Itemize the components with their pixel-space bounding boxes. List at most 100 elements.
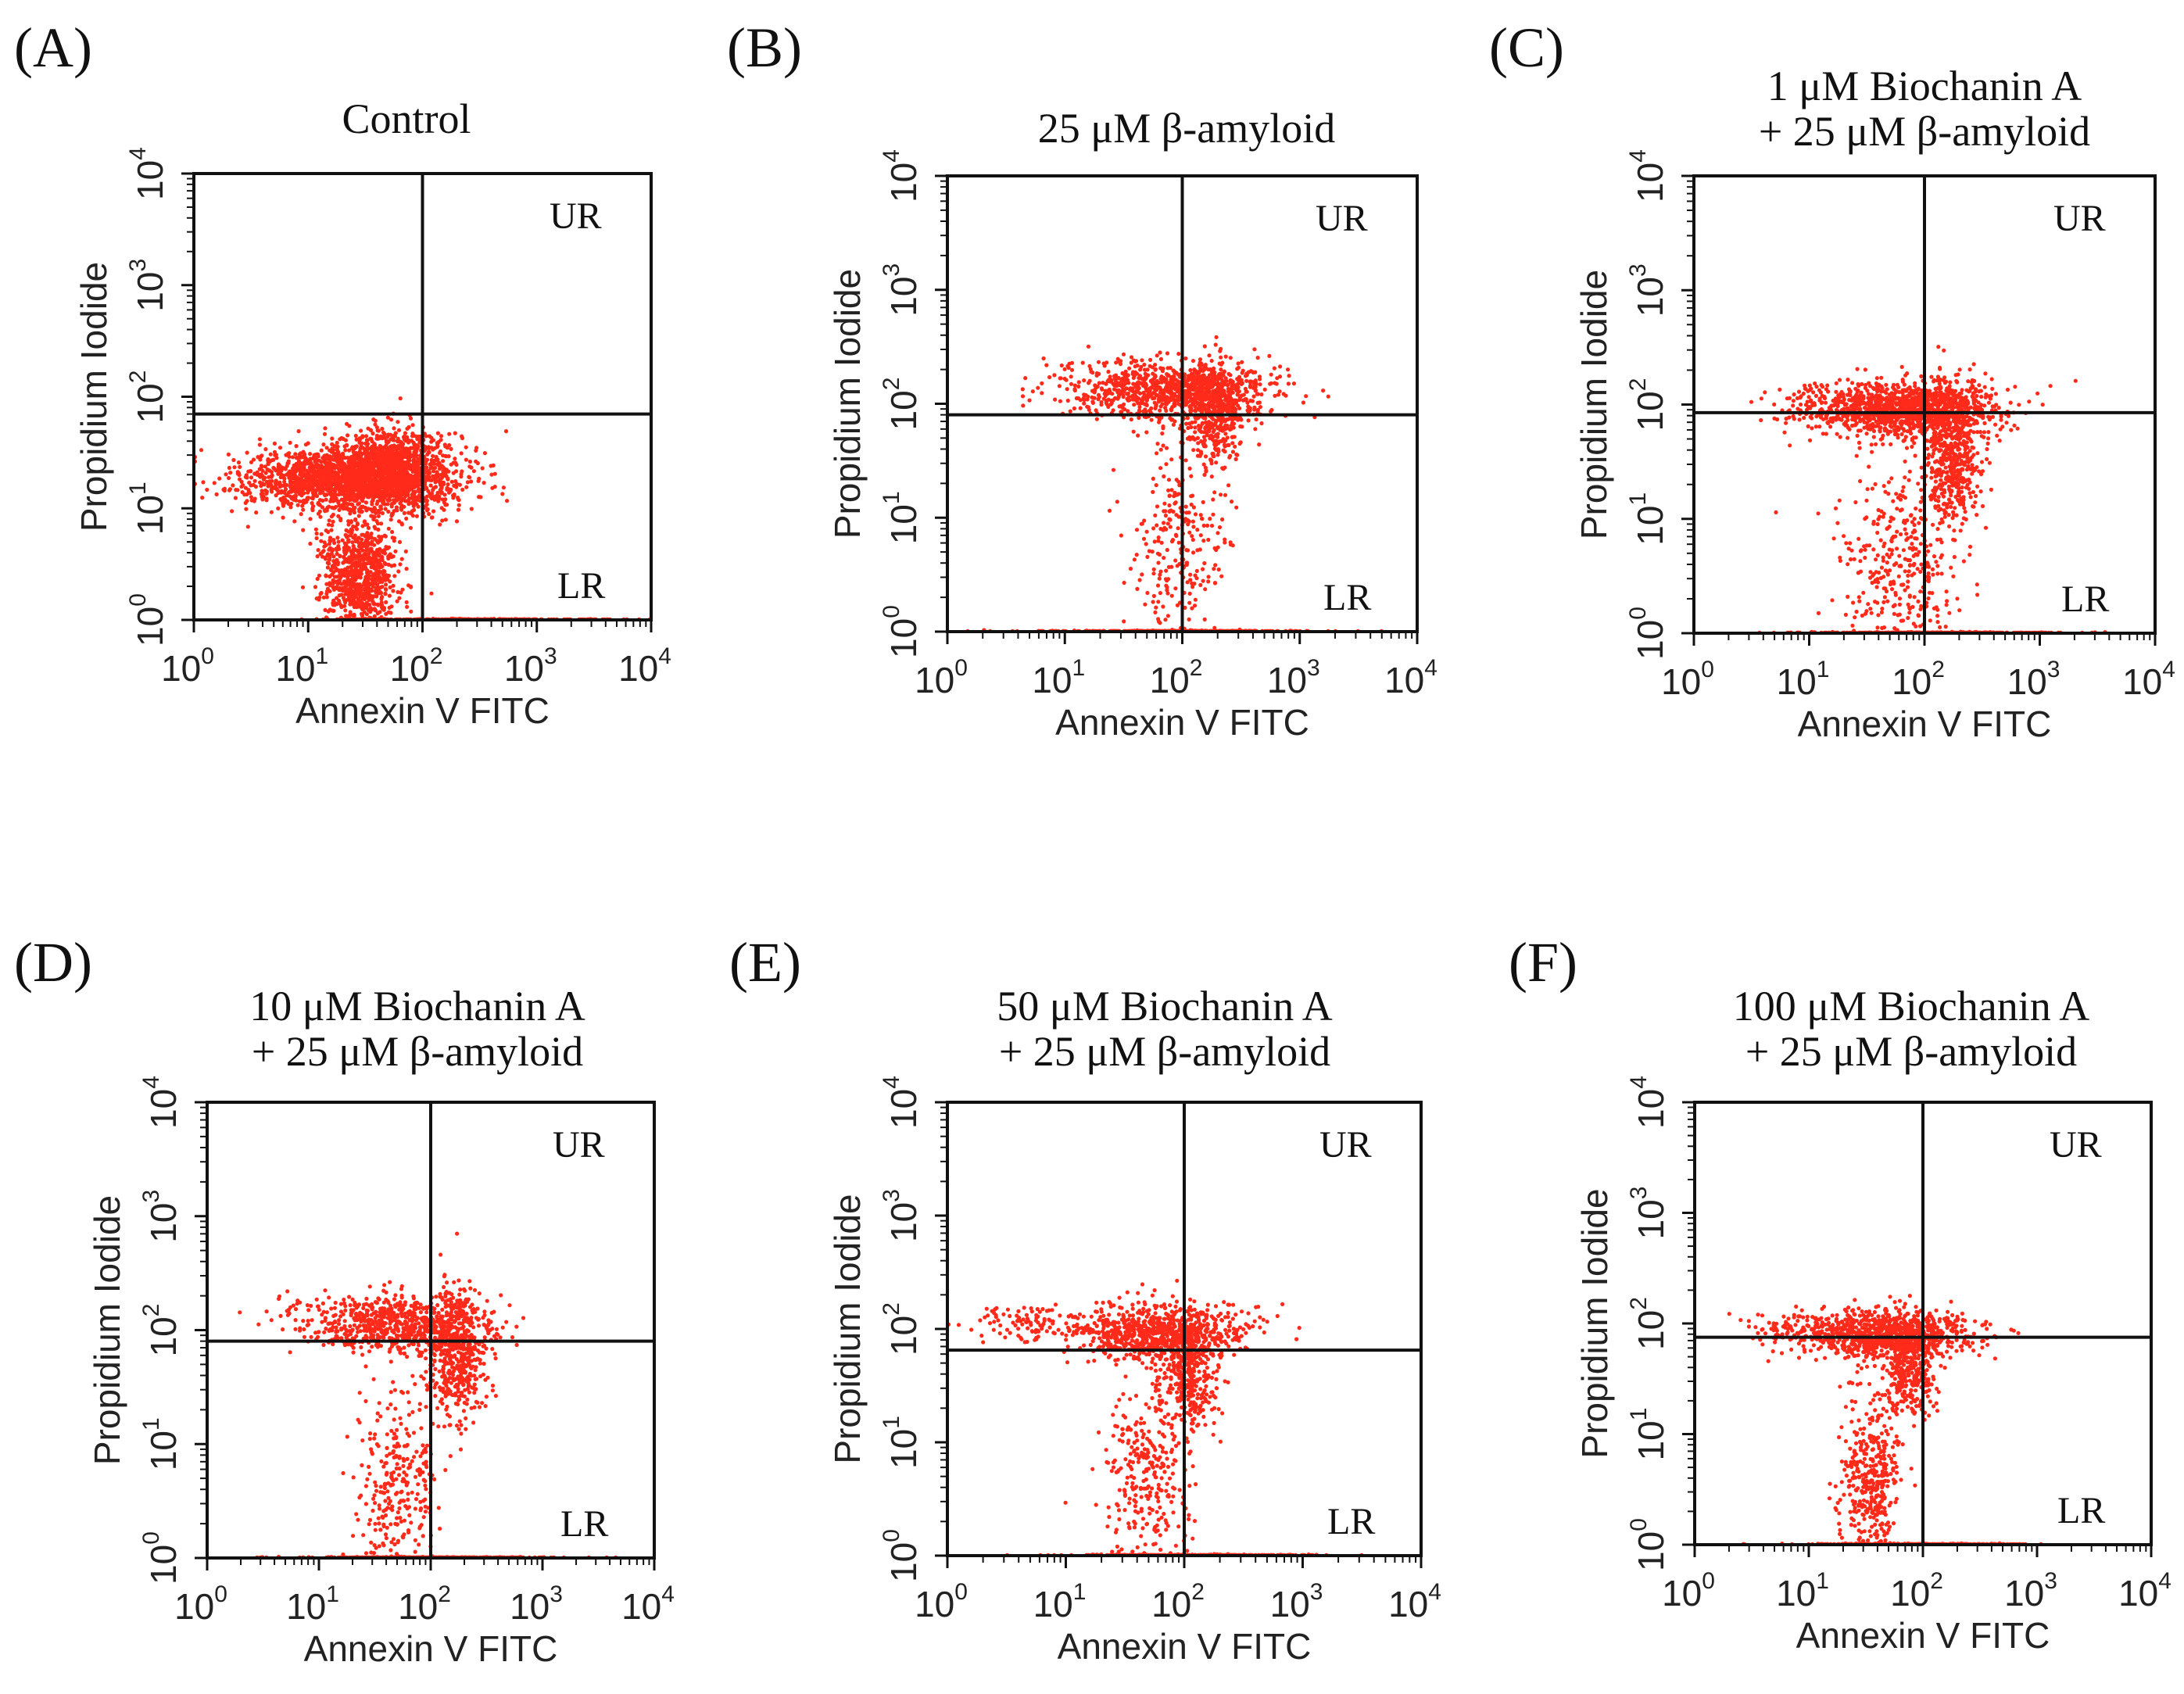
cell-point — [391, 554, 396, 559]
cell-point — [368, 587, 374, 593]
cell-point — [503, 429, 509, 434]
cell-point — [236, 460, 242, 465]
cell-point — [331, 451, 336, 456]
cell-point — [1041, 356, 1046, 361]
cell-point — [340, 478, 345, 483]
cell-point — [288, 505, 293, 510]
cell-point — [277, 446, 283, 450]
cell-point — [315, 458, 320, 463]
cell-point — [341, 436, 346, 442]
cell-point — [353, 505, 357, 510]
cell-point — [378, 570, 383, 575]
cell-point — [328, 489, 334, 493]
cell-point — [1167, 381, 1172, 385]
cell-point — [1160, 389, 1165, 394]
cell-point — [1134, 399, 1140, 403]
cell-point — [1157, 417, 1162, 423]
cell-point — [443, 444, 448, 449]
cell-point — [289, 501, 294, 507]
cell-point — [1131, 429, 1136, 434]
cell-point — [1244, 378, 1249, 383]
cell-point — [1137, 405, 1142, 410]
cell-point — [342, 560, 346, 564]
cell-point — [362, 581, 367, 586]
cell-point — [366, 608, 371, 613]
cell-point — [253, 485, 258, 489]
cell-point — [1148, 357, 1153, 362]
cell-point — [1086, 344, 1091, 349]
cell-point — [1121, 352, 1126, 356]
cell-point — [305, 483, 310, 489]
cell-point — [409, 584, 414, 589]
cell-point — [378, 546, 382, 552]
cell-point — [336, 453, 341, 457]
cell-point — [359, 568, 363, 573]
cell-point — [404, 492, 409, 496]
cell-point — [403, 467, 407, 471]
cell-point — [1150, 385, 1155, 390]
cell-point — [330, 523, 335, 528]
cell-point — [1225, 435, 1230, 440]
cell-point — [346, 433, 350, 438]
cell-point — [323, 607, 328, 613]
cell-point — [1119, 403, 1123, 409]
cell-point — [1114, 360, 1119, 365]
cell-point — [381, 435, 385, 440]
cell-point — [371, 575, 375, 579]
cell-point — [346, 590, 351, 596]
cell-point — [1169, 407, 1173, 412]
cell-point — [434, 475, 439, 480]
cell-point — [398, 477, 403, 482]
cell-point — [355, 562, 360, 567]
cell-point — [369, 532, 374, 536]
cell-point — [325, 565, 330, 570]
cell-point — [330, 466, 335, 471]
cell-point — [327, 561, 331, 566]
cell-point — [354, 605, 359, 610]
cell-point — [424, 502, 429, 507]
cell-point — [1122, 371, 1127, 376]
cell-point — [443, 497, 448, 502]
cell-point — [412, 433, 417, 439]
cell-point — [1147, 364, 1152, 368]
cell-point — [310, 465, 315, 470]
cell-point — [343, 567, 348, 571]
cell-point — [1286, 367, 1291, 372]
cell-point — [205, 487, 209, 492]
cell-point — [317, 595, 322, 600]
cell-point — [321, 442, 326, 447]
cell-point — [431, 485, 436, 490]
cell-point — [260, 491, 264, 496]
cell-point — [1244, 389, 1248, 394]
cell-point — [1257, 400, 1262, 405]
cell-point — [314, 531, 319, 536]
cell-point — [416, 457, 421, 462]
cell-point — [363, 585, 368, 590]
cell-point — [365, 438, 370, 442]
cell-point — [200, 496, 205, 500]
cell-point — [380, 426, 385, 432]
cell-point — [1281, 392, 1286, 396]
cell-point — [464, 457, 469, 462]
cell-point — [1253, 427, 1258, 432]
cell-point — [357, 449, 362, 454]
cell-point — [492, 471, 497, 476]
cell-point — [356, 540, 361, 545]
cell-point — [274, 493, 278, 498]
cell-point — [224, 472, 228, 477]
cell-point — [443, 503, 448, 507]
cell-point — [1171, 422, 1176, 427]
cell-point — [407, 458, 412, 463]
cell-point — [326, 482, 331, 486]
cell-point — [1230, 449, 1235, 454]
cell-point — [399, 444, 403, 449]
cell-point — [439, 434, 444, 439]
cell-point — [365, 442, 371, 446]
cell-point — [296, 476, 301, 482]
x-tick-label: 101 — [275, 643, 328, 689]
cell-point — [1161, 426, 1165, 431]
cell-point — [410, 514, 416, 518]
cell-point — [374, 550, 378, 555]
cell-point — [360, 613, 365, 618]
